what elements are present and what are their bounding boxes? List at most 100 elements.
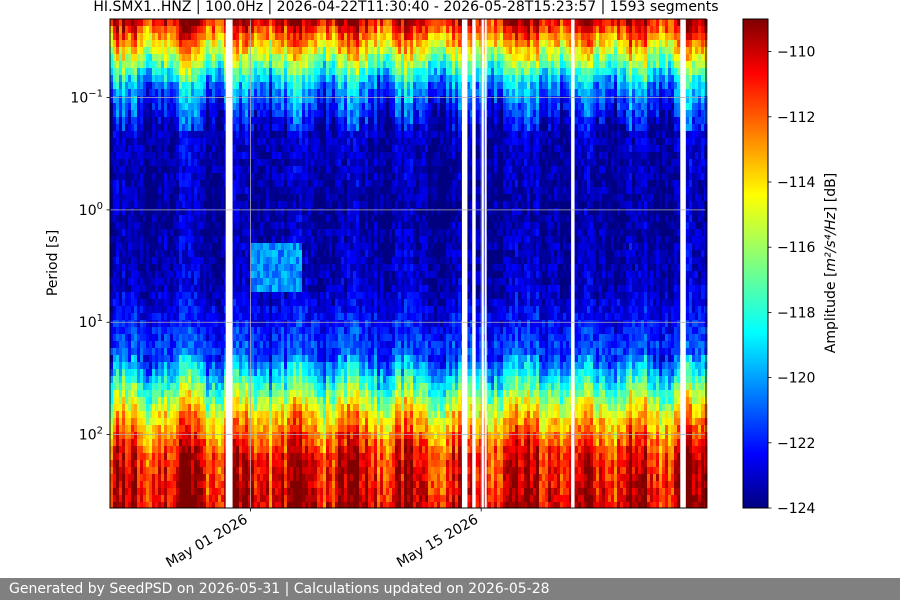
heatmap-cell — [254, 250, 258, 258]
heatmap-cell — [209, 103, 213, 111]
heatmap-cell — [200, 334, 204, 342]
heatmap-cell — [194, 194, 198, 202]
heatmap-cell — [275, 180, 279, 188]
heatmap-cell — [197, 243, 201, 251]
heatmap-cell — [182, 201, 186, 209]
heatmap-cell — [314, 19, 318, 27]
heatmap-cell — [218, 362, 222, 370]
heatmap-cell — [119, 243, 123, 251]
heatmap-cell — [197, 306, 201, 314]
heatmap-cell — [125, 439, 129, 447]
heatmap-cell — [146, 278, 150, 286]
heatmap-cell — [287, 124, 291, 132]
heatmap-cell — [194, 425, 198, 433]
heatmap-cell — [170, 439, 174, 447]
heatmap-cell — [176, 194, 180, 202]
heatmap-cell — [167, 327, 171, 335]
heatmap-cell — [119, 439, 123, 447]
heatmap-cell — [203, 327, 207, 335]
heatmap-cell — [161, 54, 165, 62]
heatmap-cell — [164, 425, 168, 433]
heatmap-cell — [248, 271, 252, 279]
heatmap-cell — [317, 474, 321, 482]
heatmap-cell — [143, 264, 147, 272]
heatmap-cell — [242, 75, 246, 83]
heatmap-cell — [116, 215, 120, 223]
heatmap-cell — [248, 215, 252, 223]
heatmap-cell — [239, 61, 243, 69]
heatmap-cell — [155, 278, 159, 286]
heatmap-cell — [302, 257, 306, 265]
heatmap-cell — [197, 390, 201, 398]
heatmap-cell — [263, 243, 267, 251]
heatmap-cell — [257, 215, 261, 223]
heatmap-cell — [218, 250, 222, 258]
heatmap-cell — [302, 26, 306, 34]
heatmap-cell — [155, 40, 159, 48]
heatmap-cell — [122, 341, 126, 349]
heatmap-cell — [221, 320, 225, 328]
heatmap-cell — [209, 180, 213, 188]
heatmap-cell — [119, 327, 123, 335]
heatmap-cell — [281, 369, 285, 377]
heatmap-cell — [116, 362, 120, 370]
heatmap-cell — [290, 187, 294, 195]
heatmap-cell — [314, 222, 318, 230]
heatmap-cell — [197, 376, 201, 384]
heatmap-cell — [236, 159, 240, 167]
heatmap-cell — [128, 502, 132, 509]
heatmap-cell — [194, 460, 198, 468]
heatmap-cell — [239, 355, 243, 363]
heatmap-cell — [110, 159, 114, 167]
heatmap-cell — [209, 264, 213, 272]
heatmap-cell — [317, 313, 321, 321]
heatmap-cell — [257, 418, 261, 426]
heatmap-cell — [119, 152, 123, 160]
heatmap-cell — [176, 131, 180, 139]
heatmap-cell — [305, 432, 309, 440]
heatmap-cell — [137, 75, 141, 83]
heatmap-cell — [152, 397, 156, 405]
heatmap-cell — [236, 481, 240, 489]
heatmap-cell — [242, 453, 246, 461]
heatmap-cell — [170, 411, 174, 419]
heatmap-cell — [146, 124, 150, 132]
heatmap-cell — [260, 229, 264, 237]
heatmap-cell — [128, 250, 132, 258]
heatmap-cell — [152, 166, 156, 174]
heatmap-cell — [239, 320, 243, 328]
heatmap-cell — [131, 453, 135, 461]
heatmap-cell — [203, 467, 207, 475]
heatmap-cell — [197, 467, 201, 475]
heatmap-cell — [119, 446, 123, 454]
heatmap-cell — [155, 432, 159, 440]
heatmap-cell — [290, 180, 294, 188]
heatmap-cell — [272, 404, 276, 412]
heatmap-cell — [233, 369, 237, 377]
heatmap-cell — [263, 432, 267, 440]
heatmap-cell — [179, 292, 183, 300]
heatmap-cell — [221, 40, 225, 48]
heatmap-cell — [194, 124, 198, 132]
heatmap-cell — [167, 145, 171, 153]
heatmap-cell — [155, 96, 159, 104]
heatmap-cell — [263, 334, 267, 342]
heatmap-cell — [155, 187, 159, 195]
heatmap-cell — [281, 19, 285, 27]
heatmap-cell — [275, 299, 279, 307]
heatmap-cell — [299, 89, 303, 97]
heatmap-cell — [167, 103, 171, 111]
heatmap-cell — [191, 327, 195, 335]
heatmap-cell — [209, 502, 213, 509]
heatmap-cell — [140, 159, 144, 167]
heatmap-cell — [203, 397, 207, 405]
heatmap-cell — [320, 166, 324, 174]
heatmap-cell — [320, 243, 324, 251]
heatmap-cell — [305, 26, 309, 34]
heatmap-cell — [275, 33, 279, 41]
heatmap-cell — [137, 299, 141, 307]
heatmap-cell — [239, 313, 243, 321]
heatmap-cell — [251, 327, 255, 335]
heatmap-cell — [218, 201, 222, 209]
heatmap-cell — [128, 383, 132, 391]
